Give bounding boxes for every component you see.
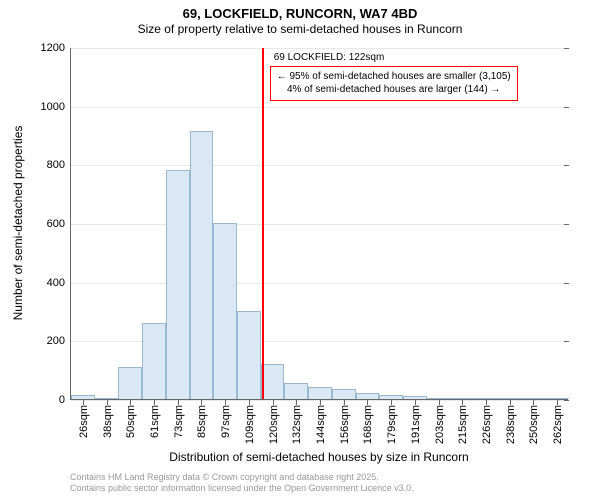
histogram-bar: [142, 323, 166, 399]
chart-title-line2: Size of property relative to semi-detach…: [0, 22, 600, 36]
gridline: [71, 107, 568, 108]
histogram-bar: [356, 393, 380, 399]
x-tick-label: 262sqm: [550, 405, 564, 444]
histogram-bar: [332, 389, 356, 399]
plot-area: 02004006008001000120026sqm38sqm50sqm61sq…: [70, 48, 568, 400]
histogram-bar: [237, 311, 261, 399]
x-tick-label: 85sqm: [194, 405, 208, 438]
histogram-bar: [474, 398, 498, 399]
annotation-line1: ← 95% of semi-detached houses are smalle…: [277, 71, 511, 84]
x-tick-label: 156sqm: [337, 405, 351, 444]
x-tick-label: 238sqm: [503, 405, 517, 444]
y-tick-label: 600: [47, 218, 71, 230]
y-tick-label: 1200: [41, 42, 71, 54]
footer-line2: Contains public sector information licen…: [70, 483, 414, 494]
x-tick-label: 226sqm: [479, 405, 493, 444]
histogram-bar: [261, 364, 285, 399]
x-tick-label: 144sqm: [313, 405, 327, 444]
annotation-line2: 4% of semi-detached houses are larger (1…: [277, 84, 511, 97]
x-tick-label: 38sqm: [100, 405, 114, 438]
histogram-bar: [95, 398, 119, 399]
histogram-bar: [545, 398, 569, 399]
x-tick-label: 26sqm: [76, 405, 90, 438]
y-tick-label: 1000: [41, 101, 71, 113]
x-tick-label: 120sqm: [266, 405, 280, 444]
histogram-bar: [522, 398, 546, 399]
chart-title-line1: 69, LOCKFIELD, RUNCORN, WA7 4BD: [0, 6, 600, 21]
x-tick-label: 191sqm: [408, 405, 422, 444]
histogram-bar: [450, 398, 474, 399]
x-tick-label: 132sqm: [289, 405, 303, 444]
histogram-bar: [427, 398, 451, 399]
gridline: [71, 283, 568, 284]
footer-line1: Contains HM Land Registry data © Crown c…: [70, 472, 414, 483]
x-tick-label: 203sqm: [432, 405, 446, 444]
x-tick-label: 250sqm: [526, 405, 540, 444]
x-axis-label: Distribution of semi-detached houses by …: [70, 450, 568, 464]
histogram-chart: 69, LOCKFIELD, RUNCORN, WA7 4BD Size of …: [0, 0, 600, 500]
histogram-bar: [284, 383, 308, 399]
y-axis-label: Number of semi-detached properties: [11, 113, 25, 333]
annotation-box: ← 95% of semi-detached houses are smalle…: [270, 66, 518, 101]
gridline: [71, 224, 568, 225]
gridline: [71, 165, 568, 166]
y-tick-label: 0: [59, 394, 71, 406]
histogram-bar: [213, 223, 237, 399]
x-tick-label: 179sqm: [384, 405, 398, 444]
histogram-bar: [403, 396, 427, 399]
x-tick-label: 73sqm: [171, 405, 185, 438]
marker-line: [262, 48, 264, 399]
histogram-bar: [498, 398, 522, 399]
x-tick-label: 215sqm: [455, 405, 469, 444]
histogram-bar: [190, 131, 214, 399]
histogram-bar: [166, 170, 190, 399]
x-tick-label: 61sqm: [147, 405, 161, 438]
x-tick-label: 168sqm: [360, 405, 374, 444]
gridline: [71, 48, 568, 49]
histogram-bar: [71, 395, 95, 399]
y-tick-label: 400: [47, 277, 71, 289]
marker-label: 69 LOCKFIELD: 122sqm: [274, 52, 385, 63]
x-tick-label: 97sqm: [218, 405, 232, 438]
histogram-bar: [308, 387, 332, 399]
histogram-bar: [118, 367, 142, 399]
footer-attribution: Contains HM Land Registry data © Crown c…: [70, 472, 414, 494]
x-tick-label: 109sqm: [242, 405, 256, 444]
y-tick-label: 200: [47, 335, 71, 347]
histogram-bar: [379, 395, 403, 399]
x-tick-label: 50sqm: [123, 405, 137, 438]
y-tick-label: 800: [47, 159, 71, 171]
